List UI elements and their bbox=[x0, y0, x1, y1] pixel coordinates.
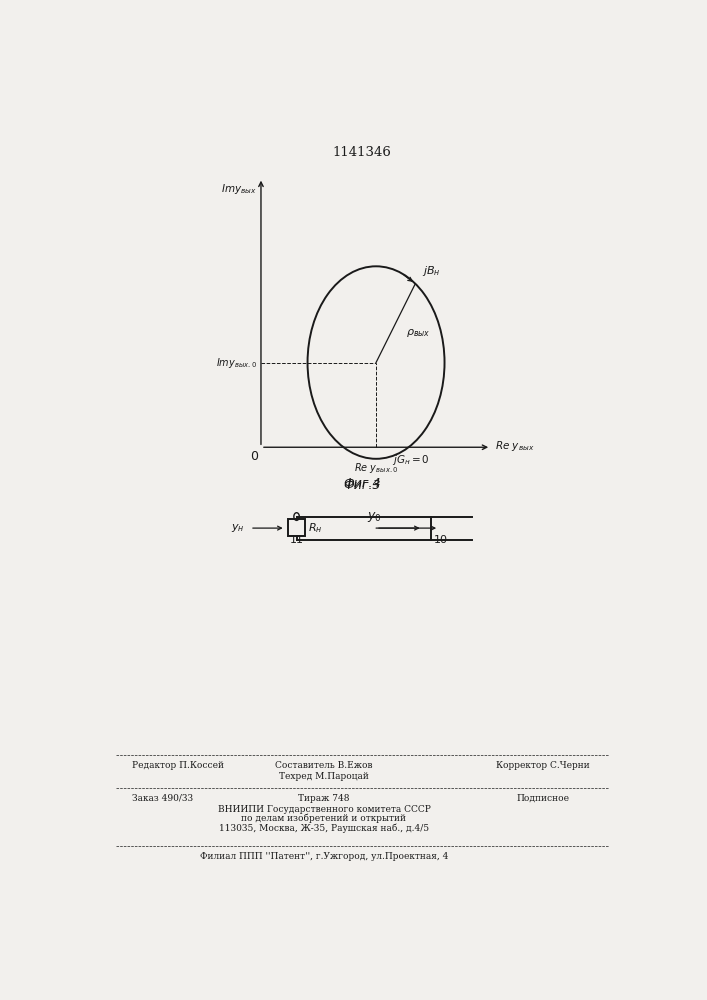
Text: Составитель В.Ежов: Составитель В.Ежов bbox=[275, 761, 373, 770]
Text: Фиг.4: Фиг.4 bbox=[344, 477, 381, 490]
Text: Im$y_{вых}$: Im$y_{вых}$ bbox=[221, 182, 257, 196]
Text: Im$y_{вых.0}$: Im$y_{вых.0}$ bbox=[216, 356, 257, 370]
Text: 10: 10 bbox=[433, 535, 448, 545]
Text: Филиал ППП ''Патент'', г.Ужгород, ул.Проектная, 4: Филиал ППП ''Патент'', г.Ужгород, ул.Про… bbox=[200, 852, 448, 861]
Text: $y_0$: $y_0$ bbox=[368, 510, 382, 524]
Text: Заказ 490/33: Заказ 490/33 bbox=[132, 794, 193, 803]
Text: 0: 0 bbox=[250, 450, 258, 463]
Text: $jB_{н}$: $jB_{н}$ bbox=[422, 264, 440, 278]
Text: Корректор С.Черни: Корректор С.Черни bbox=[496, 761, 590, 770]
Bar bbox=[288, 519, 305, 536]
Text: Техред М.Пароцай: Техред М.Пароцай bbox=[279, 772, 369, 781]
Text: 113035, Москва, Ж-35, Раушская наб., д.4/5: 113035, Москва, Ж-35, Раушская наб., д.4… bbox=[219, 823, 429, 833]
Text: Re $y_{вых}$: Re $y_{вых}$ bbox=[496, 439, 535, 453]
Text: $\rho_{вых}$: $\rho_{вых}$ bbox=[406, 327, 430, 339]
Text: $y_{н}$: $y_{н}$ bbox=[231, 522, 245, 534]
Text: Подписное: Подписное bbox=[517, 794, 570, 803]
Text: ВНИИПИ Государственного комитета СССР: ВНИИПИ Государственного комитета СССР bbox=[218, 805, 431, 814]
Text: 11: 11 bbox=[290, 535, 303, 545]
Text: 1141346: 1141346 bbox=[333, 146, 392, 159]
Text: $R_{н}$: $R_{н}$ bbox=[308, 521, 322, 535]
Text: Редактор П.Коссей: Редактор П.Коссей bbox=[132, 761, 224, 770]
Text: Фиг.3: Фиг.3 bbox=[344, 479, 381, 492]
Text: Re $y_{вых.0}$: Re $y_{вых.0}$ bbox=[354, 461, 398, 475]
Text: Тираж 748: Тираж 748 bbox=[298, 794, 350, 803]
Text: $jG_{н}=0$: $jG_{н}=0$ bbox=[392, 453, 430, 467]
Text: по делам изобретений и открытий: по делам изобретений и открытий bbox=[242, 814, 407, 823]
